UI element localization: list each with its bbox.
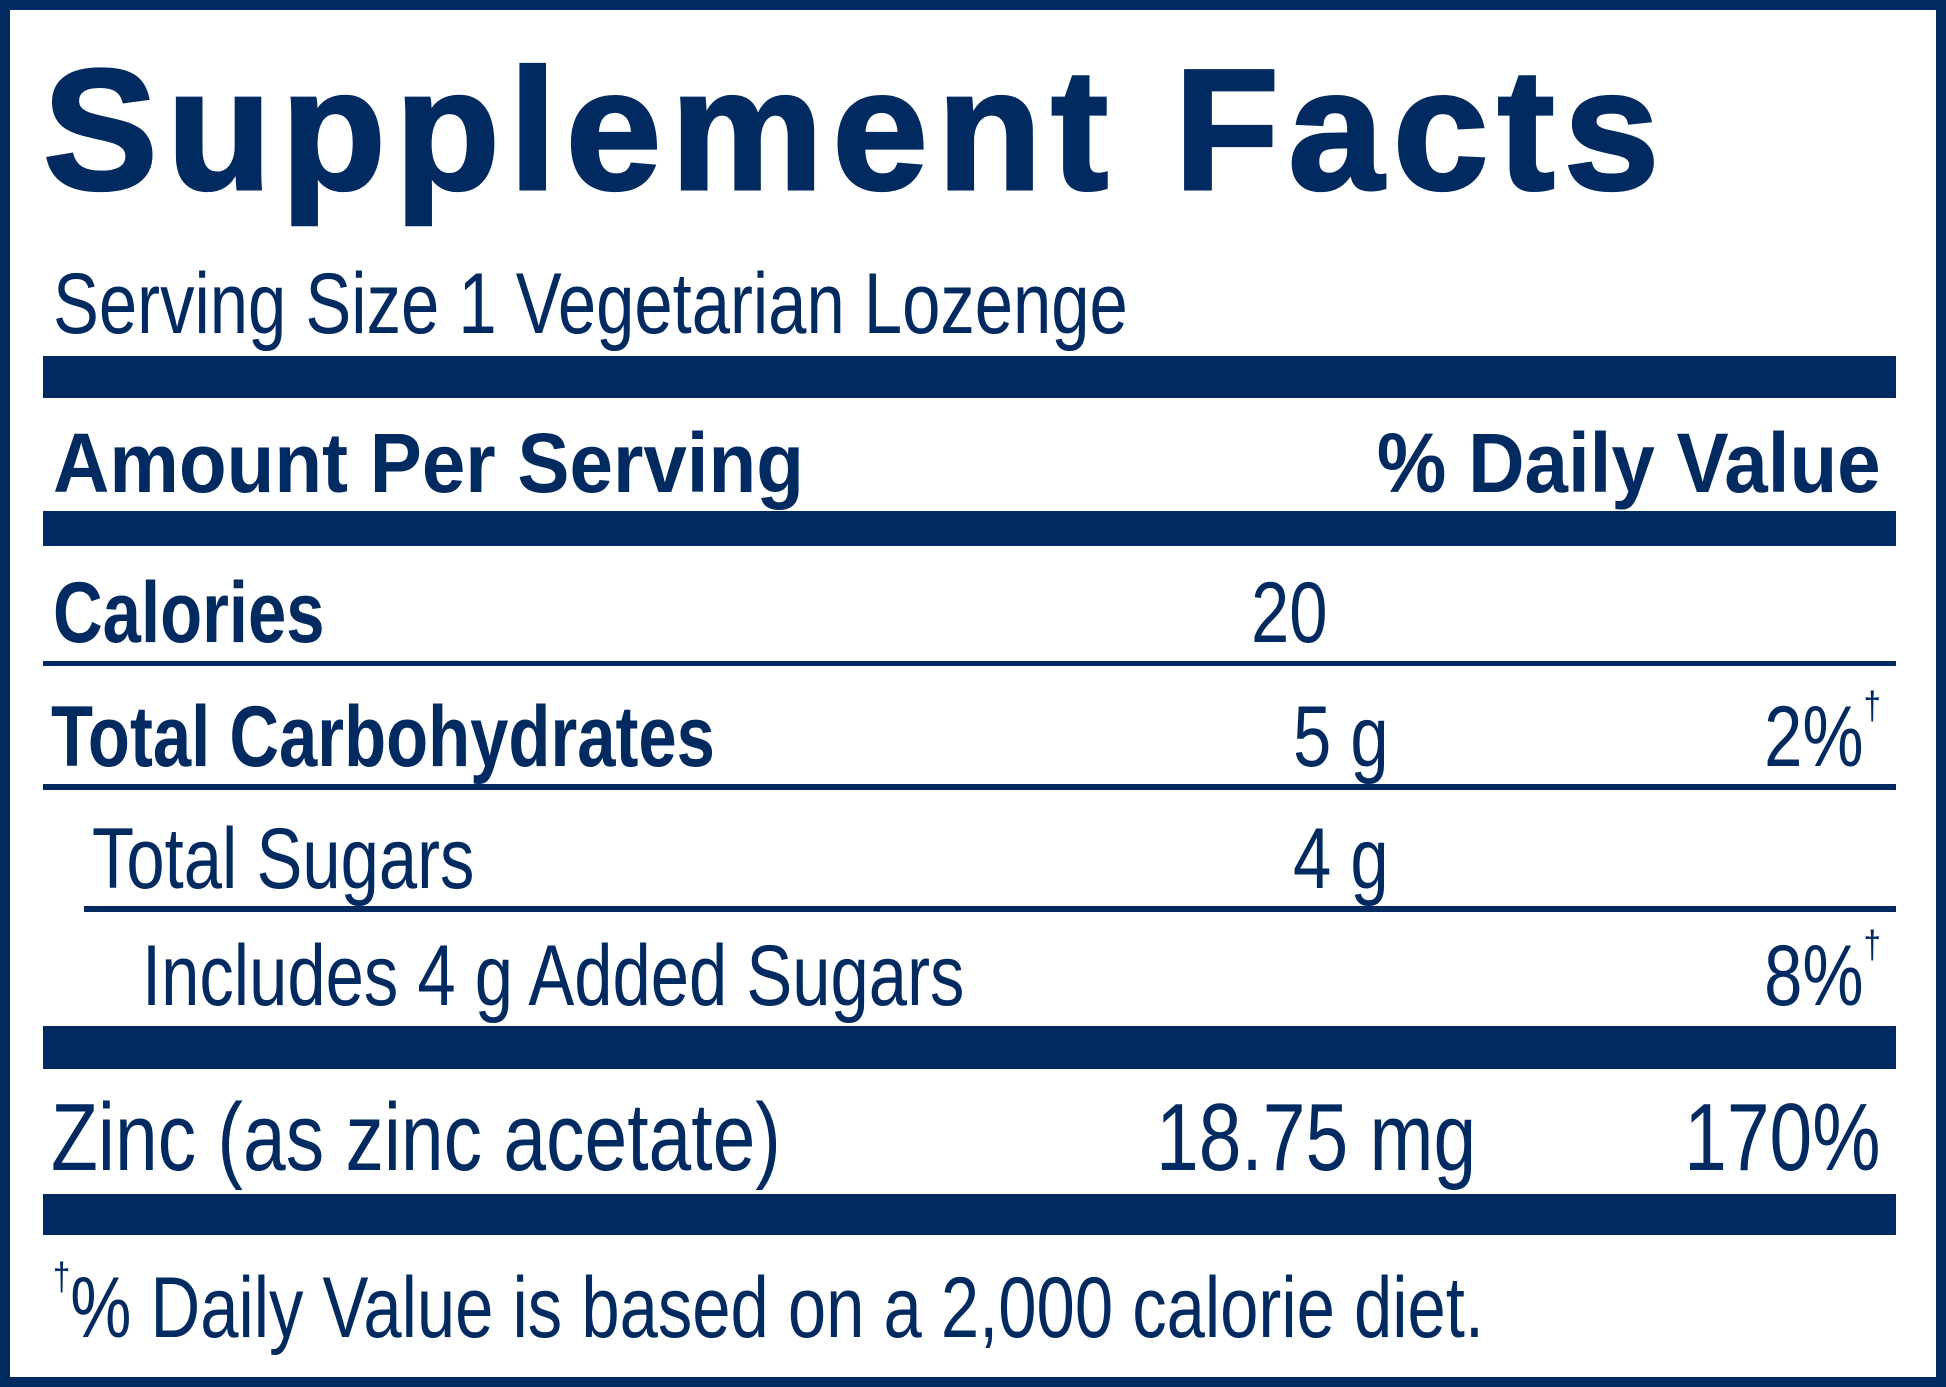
thick-divider [43,511,1896,546]
row-sugars-amount: 4 g [1293,811,1389,907]
row-carbs-name: Total Carbohydrates [51,689,715,785]
dv-value: 2% [1764,689,1864,785]
thick-divider [43,1194,1896,1235]
footnote-text: % Daily Value is based on a 2,000 calori… [70,1260,1485,1356]
thin-divider [43,661,1896,666]
footnote: †% Daily Value is based on a 2,000 calor… [53,1258,1484,1351]
row-added-sugars-name: Includes 4 g Added Sugars [142,928,965,1024]
row-zinc-amount: 18.75 mg [1156,1084,1477,1191]
row-calories-name: Calories [53,565,325,661]
row-zinc-name: Zinc (as zinc acetate) [51,1084,781,1191]
thick-divider [43,356,1896,398]
panel-title: Supplement Facts [41,34,1669,226]
amount-per-serving-header: Amount Per Serving [53,416,804,510]
row-added-sugars-dv: 8%† [1764,926,1881,1019]
dagger-mark: † [1863,685,1881,728]
row-carbs-dv: 2%† [1764,687,1881,780]
thin-divider [84,906,1896,912]
daily-value-header: % Daily Value [1377,416,1881,510]
row-zinc-dv: 170% [1684,1084,1881,1191]
serving-size: Serving Size 1 Vegetarian Lozenge [53,256,1128,352]
row-sugars-name: Total Sugars [92,811,475,907]
dv-value: 8% [1764,928,1864,1024]
row-calories-amount: 20 [1251,565,1328,661]
row-carbs-amount: 5 g [1293,689,1389,785]
dagger-mark: † [1863,924,1881,967]
thick-divider [43,1026,1896,1069]
thin-divider [43,784,1896,790]
dagger-mark: † [53,1256,71,1299]
